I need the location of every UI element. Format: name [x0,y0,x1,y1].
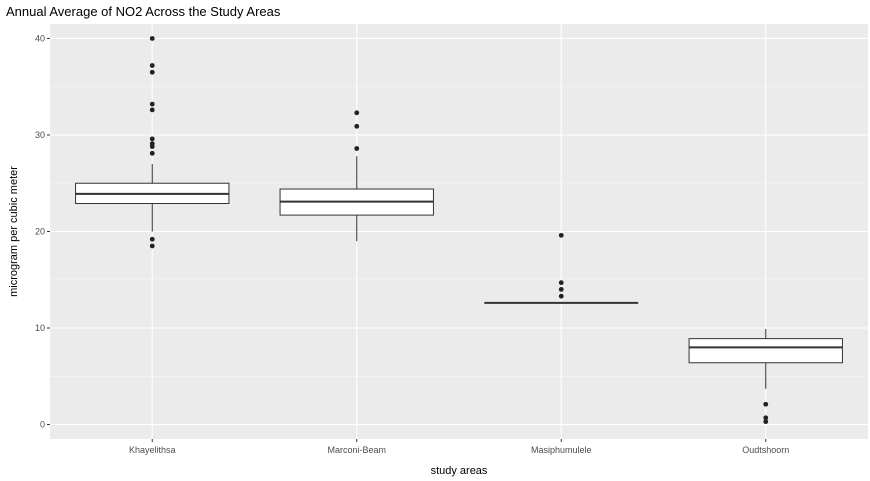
x-tick-label: Masiphumulele [531,445,592,455]
y-tick-label: 20 [35,227,45,237]
outlier-point [149,243,155,249]
box-khayelithsa [75,36,230,249]
outlier-point [354,110,360,116]
chart-title: Annual Average of NO2 Across the Study A… [6,4,281,19]
outlier-point [149,69,155,75]
outlier-point [149,136,155,142]
y-tick-label: 40 [35,33,45,43]
outlier-point [558,287,564,292]
y-tick-label: 30 [35,130,45,140]
y-axis: 0 10 20 30 40 [35,33,50,430]
x-tick-label: Marconi-Beam [327,445,386,455]
outlier-point [558,293,564,299]
box-oudtshoorn [688,328,843,425]
outlier-point [558,232,564,238]
y-axis-title: microgram per cubic meter [8,166,20,297]
outlier-point [763,415,769,421]
outlier-point [354,123,360,129]
x-tick-label: Khayelithsa [129,445,176,455]
x-axis: Khayelithsa Marconi-Beam Masiphumulele Oudt… [129,439,789,455]
box-body [688,338,843,364]
outlier-point [558,280,564,286]
x-axis-title: study areas [431,465,488,477]
outlier-point [354,146,360,151]
outlier-point [149,36,155,41]
outlier-point [149,107,155,113]
outlier-point [149,141,155,147]
outlier-point [149,236,155,242]
box-marconi-beam [279,110,434,242]
outlier-point [763,419,769,425]
outlier-point [149,63,155,68]
outlier-point [149,101,155,107]
y-tick-label: 10 [35,323,45,333]
x-tick-label: Oudtshoorn [742,445,789,455]
box-masiphumulele [484,232,639,304]
y-tick-label: 0 [40,420,45,430]
boxes-layer [75,36,843,425]
outlier-point [763,401,769,407]
outlier-point [149,150,155,156]
